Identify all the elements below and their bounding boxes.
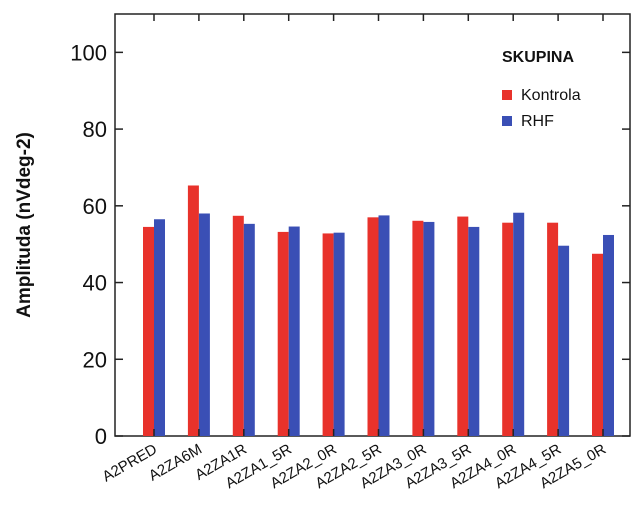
bar-kontrola-a2za4_5r — [547, 222, 559, 436]
legend-swatch-rhf — [502, 116, 512, 126]
bar-kontrola-a2za1r — [232, 215, 244, 436]
legend-label-rhf: RHF — [521, 113, 554, 130]
bar-rhf-a2za2_5r — [378, 215, 390, 436]
bar-kontrola-a2za3_5r — [457, 216, 469, 436]
legend-title: SKUPINA — [502, 49, 574, 66]
legend-label-kontrola: Kontrola — [521, 87, 581, 104]
y-axis-title: Amplituda (nVdeg-2) — [14, 132, 35, 318]
y-axis: 0 20 40 60 80 100 — [70, 40, 630, 449]
bar-kontrola-a2za2_0r — [322, 233, 334, 436]
bar-kontrola-a2za2_5r — [367, 217, 379, 436]
bar-rhf-a2za6m — [198, 213, 210, 436]
bar-rhf-a2za5_0r — [603, 234, 614, 436]
y-tick-label: 20 — [83, 347, 107, 372]
bar-kontrola-a2za3_0r — [412, 220, 424, 436]
x-axis: A2PREDA2ZA6MA2ZA1RA2ZA1_5RA2ZA2_0RA2ZA2_… — [100, 14, 609, 492]
bar-rhf-a2za4_5r — [558, 245, 570, 436]
bar-kontrola-a2za1_5r — [277, 231, 289, 436]
legend: SKUPINA Kontrola RHF — [502, 49, 581, 130]
bar-kontrola-a2za5_0r — [592, 253, 603, 436]
y-tick-label: 40 — [83, 271, 107, 296]
bar-rhf-a2za1_5r — [288, 226, 300, 436]
bar-rhf-a2za3_5r — [468, 226, 480, 436]
bar-rhf-a2za1r — [243, 223, 255, 436]
y-tick-label: 60 — [83, 194, 107, 219]
bar-kontrola-a2pred — [143, 226, 154, 436]
legend-swatch-kontrola — [502, 90, 512, 100]
y-tick-label: 80 — [83, 117, 107, 142]
bar-kontrola-a2za6m — [187, 185, 199, 436]
bars — [143, 185, 614, 436]
bar-rhf-a2za3_0r — [423, 221, 435, 436]
bar-rhf-a2za4_0r — [513, 212, 525, 436]
y-tick-label: 100 — [70, 40, 107, 65]
y-tick-label: 0 — [95, 424, 107, 449]
bar-rhf-a2za2_0r — [333, 232, 345, 436]
bar-kontrola-a2za4_0r — [502, 222, 514, 436]
bar-rhf-a2pred — [154, 219, 165, 436]
